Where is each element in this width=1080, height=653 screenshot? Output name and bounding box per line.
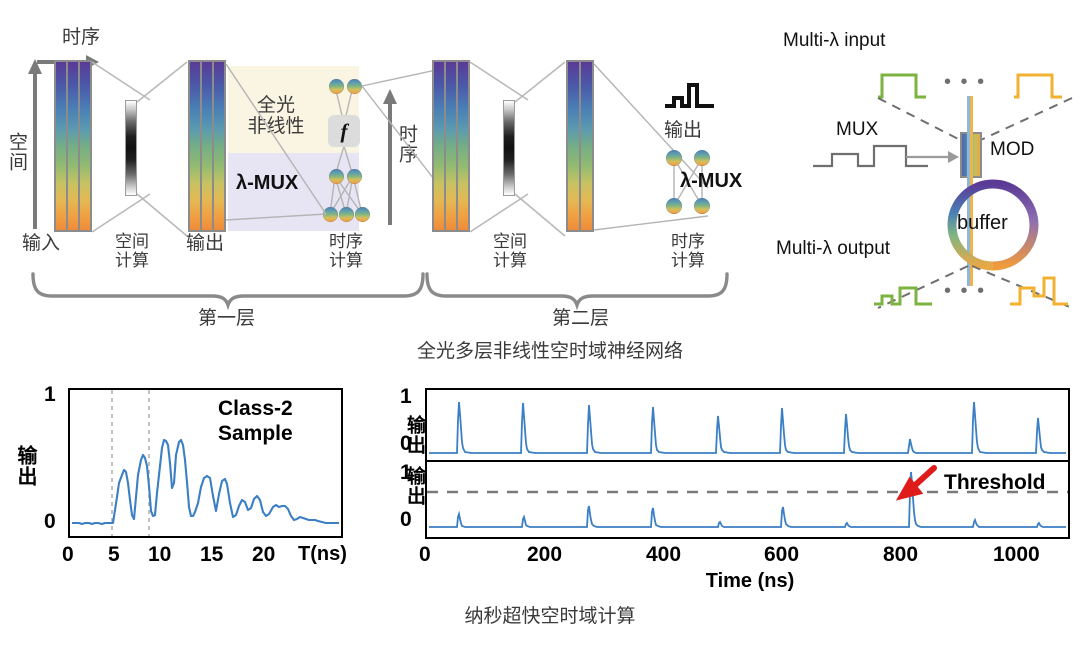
layer2-node-bot-2	[694, 198, 710, 214]
spatial-axis-label: 空间	[6, 132, 28, 172]
chart3-plot-frame	[425, 461, 1070, 539]
chart3-ylabel: 输出	[404, 466, 426, 506]
multi-output-pulse-yellow-icon	[1008, 272, 1070, 308]
chart3-xtick-3: 600	[764, 543, 800, 566]
layer2-node-bot-1	[666, 198, 682, 214]
layer1-output-label: 输出	[186, 232, 225, 254]
layer2-node-top-2	[694, 150, 710, 166]
multi-output-pulse-green-icon	[872, 276, 934, 308]
layer1-lambda-mux-label: λ-MUX	[236, 172, 299, 194]
chart1-plot-frame	[68, 388, 343, 538]
layer1-output-stack	[188, 60, 226, 232]
layer2-spatial-output-links	[514, 61, 569, 237]
layer2-input-stack	[432, 60, 470, 232]
chart1-ytick-1: 1	[44, 383, 56, 406]
layer1-spatial-compute-label: 空间 计算	[115, 232, 149, 271]
chart3-xtick-0: 0	[419, 543, 431, 566]
chart3-xtick-5: 1000	[993, 543, 1040, 566]
layer1-input-label: 输入	[22, 232, 61, 254]
chart1-annotation: Class-2 Sample	[218, 397, 293, 445]
nonlinear-function-f-box: f	[328, 115, 360, 147]
chart3-xtick-2: 400	[646, 543, 682, 566]
chart2-series	[429, 401, 1066, 454]
chart1-xtick-3: 15	[200, 543, 224, 566]
buffer-label: buffer	[957, 212, 1008, 234]
chart2-plot-frame	[425, 388, 1070, 461]
layer1-spatial-output-links	[136, 61, 191, 237]
all-optical-nonlinearity-label: 全光 非线性	[247, 94, 305, 137]
chart1-plot-svg	[72, 390, 339, 536]
chart1-ytick-0: 0	[44, 510, 56, 533]
temporal-axis-arrow-mid	[381, 88, 399, 226]
layer2-output-to-network-links	[593, 62, 714, 234]
chart2-ylabel: 输出	[404, 415, 426, 455]
layer2-spatial-compute-element	[503, 100, 515, 196]
chart2-ytick-0: 0	[400, 432, 412, 455]
layer1-spatial-compute-element	[125, 100, 137, 196]
chart2-plot-svg	[429, 401, 1066, 454]
layer2-output-label: 输出	[664, 119, 703, 141]
layer2-temporal-compute-label: 时序 计算	[671, 232, 705, 271]
layer1-node-bot-1	[323, 207, 338, 222]
multi-input-dots: • • •	[944, 71, 987, 93]
multi-output-dots: • • •	[944, 280, 987, 302]
layer1-temporal-compute-label: 时序 计算	[329, 232, 363, 271]
mod-label: MOD	[990, 139, 1035, 160]
chart1-xlabel: T(ns)	[298, 543, 347, 565]
layer1-node-bot-3	[355, 207, 370, 222]
chart2-ytick-1: 1	[400, 385, 412, 408]
chart3-xlabel: Time (ns)	[705, 570, 795, 592]
chart3-ytick-0: 0	[400, 508, 412, 531]
layer2-output-stack	[566, 60, 594, 232]
multi-lambda-output-label: Multi-λ output	[776, 238, 891, 259]
layer1-node-top-2	[347, 79, 362, 94]
mux-label: MUX	[836, 119, 879, 140]
spatial-axis-arrow	[26, 58, 44, 230]
mod-drive-arrow-icon	[906, 149, 960, 165]
layer2-brace-label: 第二层	[552, 307, 610, 329]
layer2-node-top-1	[666, 150, 682, 166]
multi-input-pulse-green-icon	[876, 70, 928, 100]
layer1-node-mid-1	[329, 169, 344, 184]
buffer-ring	[946, 178, 1040, 272]
chart3-xtick-4: 800	[883, 543, 919, 566]
layer1-node-bot-2	[339, 207, 354, 222]
mux-input-funnel-dashed	[876, 96, 1076, 146]
chart1-xtick-0: 0	[62, 543, 74, 566]
layer2-spatial-compute-label: 空间 计算	[493, 232, 527, 271]
chart3-xtick-1: 200	[527, 543, 563, 566]
layer1-input-stack	[54, 60, 92, 232]
layer1-brace-label: 第一层	[198, 307, 256, 329]
chart1-xtick-4: 20	[252, 543, 276, 566]
chart3-series	[429, 471, 1066, 528]
layer2-brace	[424, 272, 730, 311]
chart1-xtick-1: 5	[108, 543, 120, 566]
chart3-plot-svg	[427, 471, 1068, 528]
layer1-output-to-network-links	[225, 62, 386, 222]
chart1-ylabel: 输出	[14, 445, 38, 487]
layer1-brace	[30, 272, 426, 311]
layer1-input-links	[91, 58, 156, 238]
temporal-axis-label-top: 时序	[62, 26, 101, 48]
diagram-caption: 全光多层非线性空时域神经网络	[416, 340, 683, 362]
layer1-node-top-1	[329, 79, 344, 94]
chart1-xtick-2: 10	[148, 543, 172, 566]
chart3-ytick-1: 1	[400, 461, 412, 484]
layer1-node-mid-2	[347, 169, 362, 184]
layer2-input-links	[469, 58, 534, 238]
chart3-threshold-arrow-icon	[895, 464, 938, 501]
chart1-series-line	[72, 438, 339, 526]
chart3-threshold-label: Threshold	[944, 471, 1046, 494]
output-pulse-waveform-icon	[664, 82, 716, 110]
charts-caption: 纳秒超快空时域计算	[464, 605, 636, 627]
layer2-lambda-mux-label: λ-MUX	[680, 170, 743, 192]
multi-input-pulse-yellow-icon	[1012, 70, 1064, 100]
multi-lambda-input-label: Multi-λ input	[783, 30, 886, 51]
